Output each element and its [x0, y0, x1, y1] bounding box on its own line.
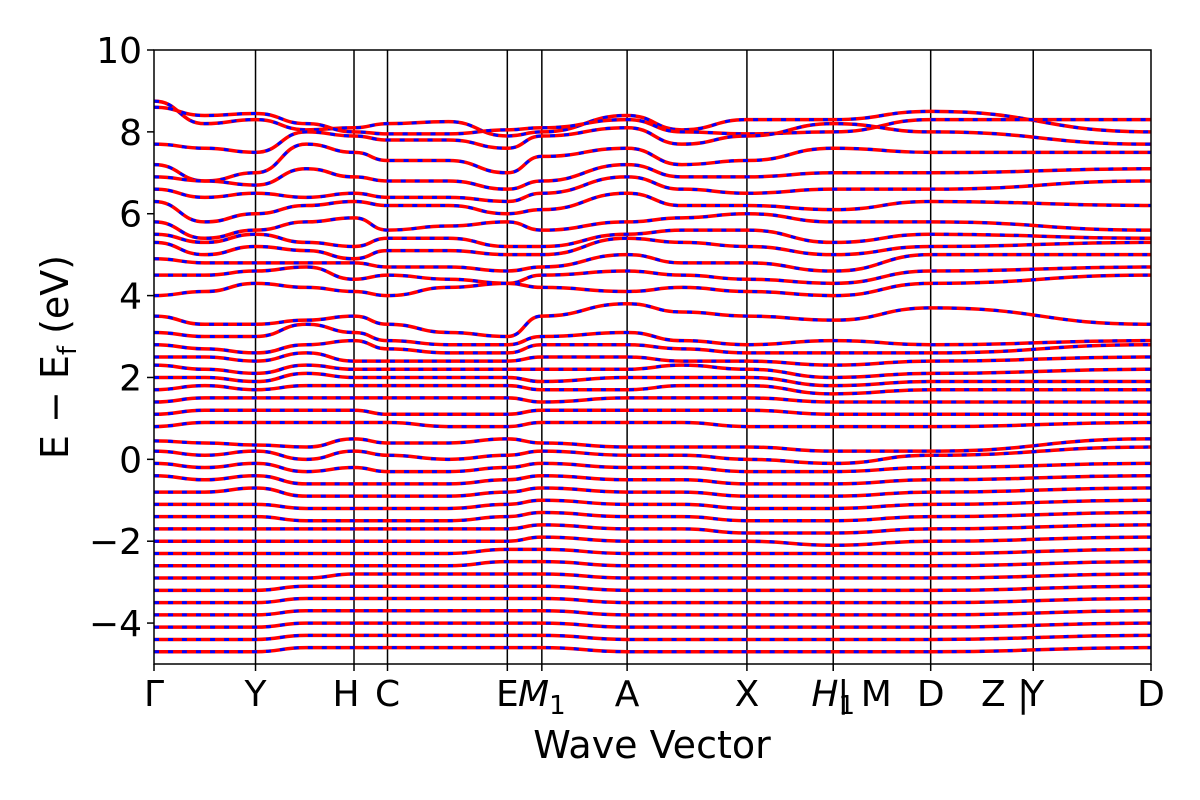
band-line-red [154, 584, 1151, 593]
band-line-red [154, 363, 1151, 380]
y-tick-label: 4 [119, 277, 142, 318]
band-line-red [154, 547, 1151, 556]
x-tick-label: H1 [811, 674, 855, 721]
band-line-red [154, 535, 1151, 548]
band-line-red [154, 396, 1151, 404]
band-line-red [154, 498, 1151, 511]
band-line-blue [154, 322, 1151, 347]
band-line-blue [154, 105, 1151, 136]
band-line-blue [154, 396, 1151, 404]
band-line-blue [154, 498, 1151, 510]
band-line-blue [154, 175, 1151, 203]
band-line-red [154, 473, 1151, 486]
x-tick-label: D [1137, 674, 1165, 715]
y-tick-label: −4 [89, 604, 142, 645]
x-tick-label: C [375, 674, 400, 715]
band-line-red [154, 408, 1151, 417]
y-axis-label-main: E − E [33, 355, 77, 459]
band-line-blue [154, 474, 1151, 486]
band-line-blue [154, 523, 1151, 535]
x-tick-label: Y [1021, 674, 1045, 715]
band-line-red [154, 633, 1151, 642]
band-line-blue [154, 253, 1151, 273]
band-line-blue [154, 408, 1151, 416]
plot-frame [153, 49, 1152, 665]
band-line-blue [154, 584, 1151, 592]
band-line-blue [154, 371, 1151, 388]
svg-text:E − Ef(eV): E − Ef (eV) [33, 255, 83, 459]
band-line-red [154, 437, 1151, 453]
band-line-blue [154, 363, 1151, 379]
band-line-red [154, 559, 1151, 568]
y-axis-label-unit: (eV) [33, 255, 77, 334]
band-line-blue [154, 302, 1151, 339]
x-tick-label: A [615, 674, 640, 715]
band-line-red [154, 510, 1151, 523]
band-line-red [154, 142, 1151, 183]
y-tick-label: 8 [119, 113, 142, 154]
band-line-blue [154, 646, 1151, 654]
y-tick-label: 10 [96, 31, 142, 72]
x-tick-label: M1 [518, 674, 566, 721]
y-axis-label: E − Ef (eV) [33, 255, 83, 459]
band-line-blue [154, 142, 1151, 183]
band-line-blue [154, 351, 1151, 367]
band-line-red [154, 273, 1151, 298]
band-line-red [154, 121, 1151, 155]
x-tick-label: E [496, 674, 519, 715]
band-line-red [154, 523, 1151, 535]
x-axis-label: Wave Vector [533, 723, 771, 767]
band-line-red [154, 609, 1151, 617]
band-line-red [154, 461, 1151, 474]
band-line-blue [154, 511, 1151, 523]
band-line-blue [154, 572, 1151, 580]
y-axis-label-sub: f [53, 345, 83, 355]
band-line-blue [154, 265, 1151, 285]
band-line-blue [154, 461, 1151, 474]
band-line-blue [154, 609, 1151, 617]
band-line-blue [154, 236, 1151, 261]
x-tick-label: Z | [981, 674, 1029, 715]
y-tick-label: 2 [119, 358, 142, 399]
band-line-red [154, 572, 1151, 580]
band-line-red [154, 596, 1151, 605]
band-line-red [154, 383, 1151, 396]
band-line-red [154, 162, 1151, 191]
band-line-red [154, 351, 1151, 367]
band-line-red [154, 486, 1151, 498]
band-line-red [154, 445, 1151, 466]
band-line-blue [154, 99, 1151, 138]
x-tick-label: D [917, 674, 945, 715]
x-tick-label: X [735, 674, 760, 715]
band-line-red [154, 420, 1151, 429]
band-line-red [154, 645, 1151, 654]
band-line-blue [154, 560, 1151, 568]
band-line-blue [154, 273, 1151, 298]
band-line-red [154, 371, 1151, 388]
band-line-blue [154, 122, 1151, 154]
band-line-red [154, 211, 1151, 241]
band-line-blue [154, 437, 1151, 453]
band-line-blue [154, 621, 1151, 629]
y-tick-label: −2 [89, 522, 142, 563]
y-tick-label: 0 [119, 440, 142, 481]
band-line-red [154, 302, 1151, 339]
band-line-blue [154, 486, 1151, 498]
band-line-blue [154, 228, 1151, 248]
x-tick-label: | M [837, 674, 892, 715]
x-tick-label: Γ [144, 674, 164, 715]
x-tick-label: Y [244, 674, 268, 715]
band-line-red [154, 621, 1151, 629]
band-line-blue [154, 597, 1151, 605]
band-line-blue [154, 535, 1151, 547]
y-tick-label: 6 [119, 195, 142, 236]
band-line-blue [154, 191, 1151, 224]
band-line-blue [154, 547, 1151, 555]
band-line-blue [154, 633, 1151, 641]
band-line-blue [154, 339, 1151, 355]
band-line-blue [154, 384, 1151, 396]
x-tick-label: H [332, 674, 359, 715]
